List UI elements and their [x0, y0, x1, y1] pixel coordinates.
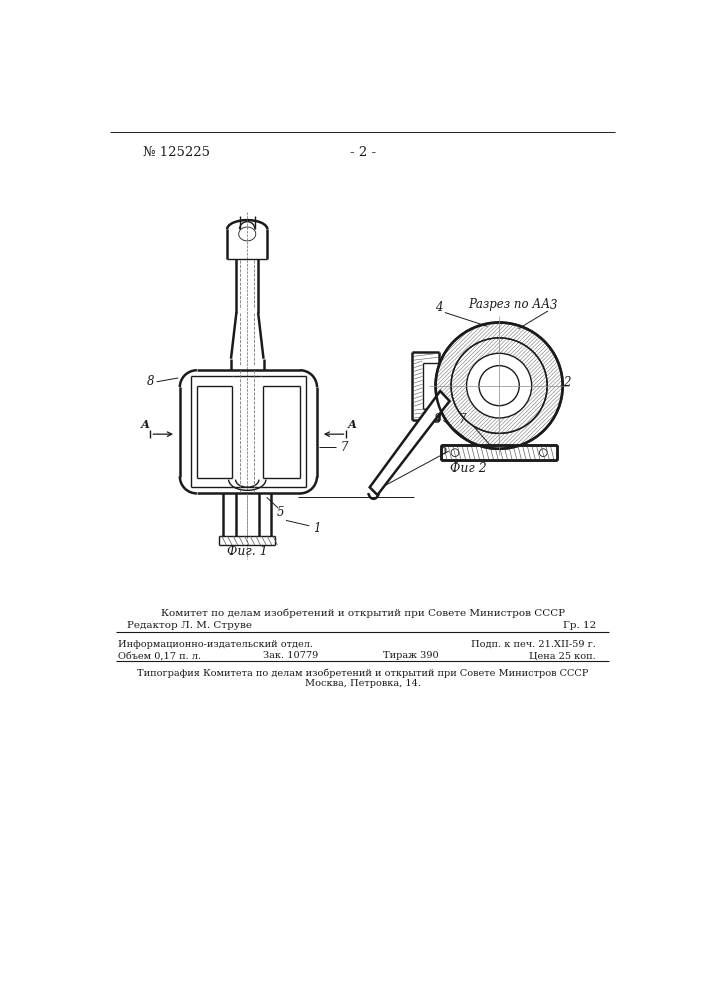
- Text: Москва, Петровка, 14.: Москва, Петровка, 14.: [305, 679, 421, 688]
- Text: 8: 8: [146, 375, 154, 388]
- Text: 7: 7: [458, 413, 466, 426]
- Text: Комитет по делам изобретений и открытий при Совете Министров СССР: Комитет по делам изобретений и открытий …: [160, 609, 565, 618]
- Text: Гр. 12: Гр. 12: [563, 620, 596, 630]
- Text: 1: 1: [313, 522, 321, 535]
- Text: А: А: [347, 419, 356, 430]
- Text: 4: 4: [435, 301, 443, 314]
- Circle shape: [467, 353, 532, 418]
- Text: Цена 25 коп.: Цена 25 коп.: [530, 651, 596, 660]
- Text: Подп. к печ. 21.XII-59 г.: Подп. к печ. 21.XII-59 г.: [471, 640, 596, 649]
- Text: Типография Комитета по делам изобретений и открытий при Совете Министров СССР: Типография Комитета по делам изобретений…: [137, 668, 588, 678]
- Text: № 125225: № 125225: [143, 146, 209, 159]
- Text: Объем 0,17 п. л.: Объем 0,17 п. л.: [118, 651, 201, 660]
- Text: 7: 7: [340, 441, 348, 454]
- Text: Фиг 2: Фиг 2: [450, 462, 486, 475]
- Text: - 2 -: - 2 -: [350, 146, 376, 159]
- Text: Тираж 390: Тираж 390: [383, 651, 438, 660]
- Circle shape: [479, 366, 519, 406]
- Circle shape: [436, 323, 563, 449]
- Text: Редактор Л. М. Струве: Редактор Л. М. Струве: [127, 620, 252, 630]
- Text: 6: 6: [440, 444, 447, 457]
- Text: 5: 5: [277, 506, 284, 519]
- Text: 8: 8: [433, 413, 441, 426]
- Polygon shape: [370, 391, 450, 495]
- Text: Зак. 10779: Зак. 10779: [263, 651, 318, 660]
- Text: А: А: [141, 419, 149, 430]
- Text: 3: 3: [549, 299, 557, 312]
- Text: Фиг. 1: Фиг. 1: [227, 545, 268, 558]
- Text: 2: 2: [563, 376, 571, 389]
- Circle shape: [451, 338, 547, 433]
- Text: Разрез по АА: Разрез по АА: [468, 298, 550, 311]
- Text: Информационно-издательский отдел.: Информационно-издательский отдел.: [118, 640, 312, 649]
